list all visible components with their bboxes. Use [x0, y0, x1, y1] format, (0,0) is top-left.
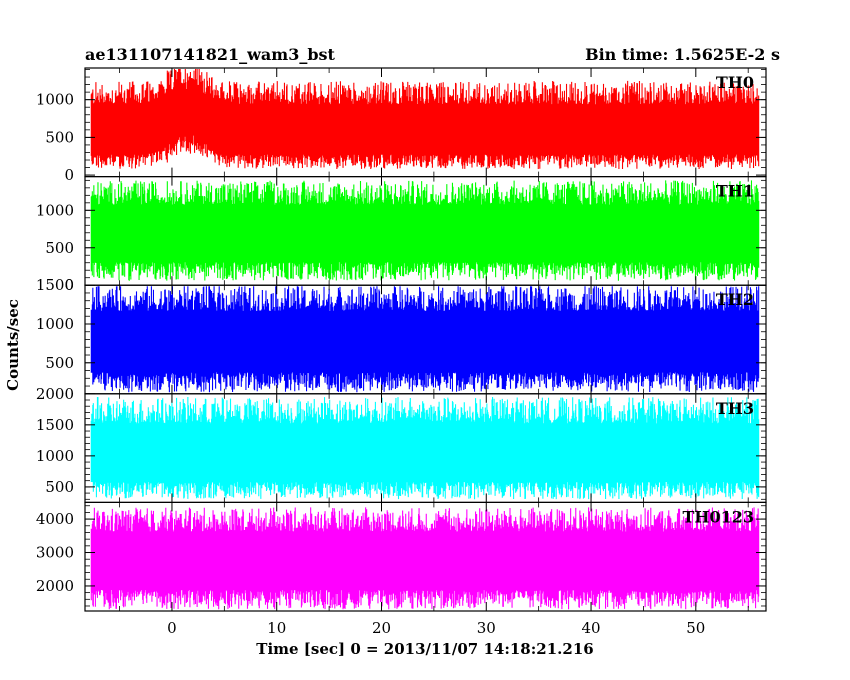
y-tick-label: 3000 [36, 544, 74, 562]
y-tick-label: 2000 [36, 385, 74, 403]
series-th2-trace [90, 286, 760, 393]
y-tick-label: 1000 [36, 447, 74, 465]
x-axis-label: Time [sec] 0 = 2013/11/07 14:18:21.216 [256, 640, 593, 658]
x-tick-label: 30 [477, 619, 496, 637]
y-tick-label: 500 [45, 128, 74, 146]
chart-title: ae131107141821_wam3_bst [85, 45, 336, 64]
x-tick-label: 50 [686, 619, 705, 637]
y-tick-label: 1000 [36, 315, 74, 333]
panel-th2: 500 1000 1500 TH2 [36, 276, 767, 395]
y-tick-label: 500 [45, 239, 74, 257]
series-label-th1: TH1 [716, 182, 754, 201]
x-tick-label: 0 [167, 619, 177, 637]
series-th3-trace [90, 397, 760, 500]
panels-group: 0 500 1000 TH0 0 500 1000 TH1 500 1000 1500 TH2 500 1… [36, 67, 767, 612]
x-tick-label: 40 [581, 619, 600, 637]
y-tick-label: 1000 [36, 201, 74, 219]
panel-th3: 500 1000 1500 2000 TH3 [36, 385, 767, 503]
x-tick-label: 10 [267, 619, 286, 637]
panel-frame [84, 501, 767, 612]
panel-th0: 0 500 1000 TH0 [36, 67, 767, 184]
series-label-th0: TH0 [716, 73, 754, 92]
y-tick-label: 1500 [36, 416, 74, 434]
panel-th1: 0 500 1000 TH1 [36, 176, 767, 294]
y-tick-label: 1500 [36, 276, 74, 294]
y-tick-label: 0 [64, 276, 74, 294]
series-label-th3: TH3 [716, 399, 754, 418]
series-label-th0123: TH0123 [682, 507, 754, 526]
y-tick-label: 1000 [36, 91, 74, 109]
x-tick-label: 20 [372, 619, 391, 637]
y-axis-label: Counts/sec [4, 299, 22, 391]
y-tick-label: 0 [64, 166, 74, 184]
x-axis-ticks: 0 10 20 30 40 50 [167, 619, 705, 637]
y-tick-label: 4000 [36, 510, 74, 528]
series-th0123-trace [90, 507, 760, 610]
panel-th0123: 2000 3000 4000 TH0123 [36, 501, 767, 612]
series-label-th2: TH2 [716, 290, 754, 309]
series-th1-trace [90, 180, 760, 281]
y-tick-label: 2000 [36, 577, 74, 595]
bin-time-label: Bin time: 1.5625E-2 s [585, 45, 780, 64]
y-tick-label: 500 [45, 354, 74, 372]
series-th0-trace [90, 69, 760, 169]
y-tick-label: 500 [45, 478, 74, 496]
